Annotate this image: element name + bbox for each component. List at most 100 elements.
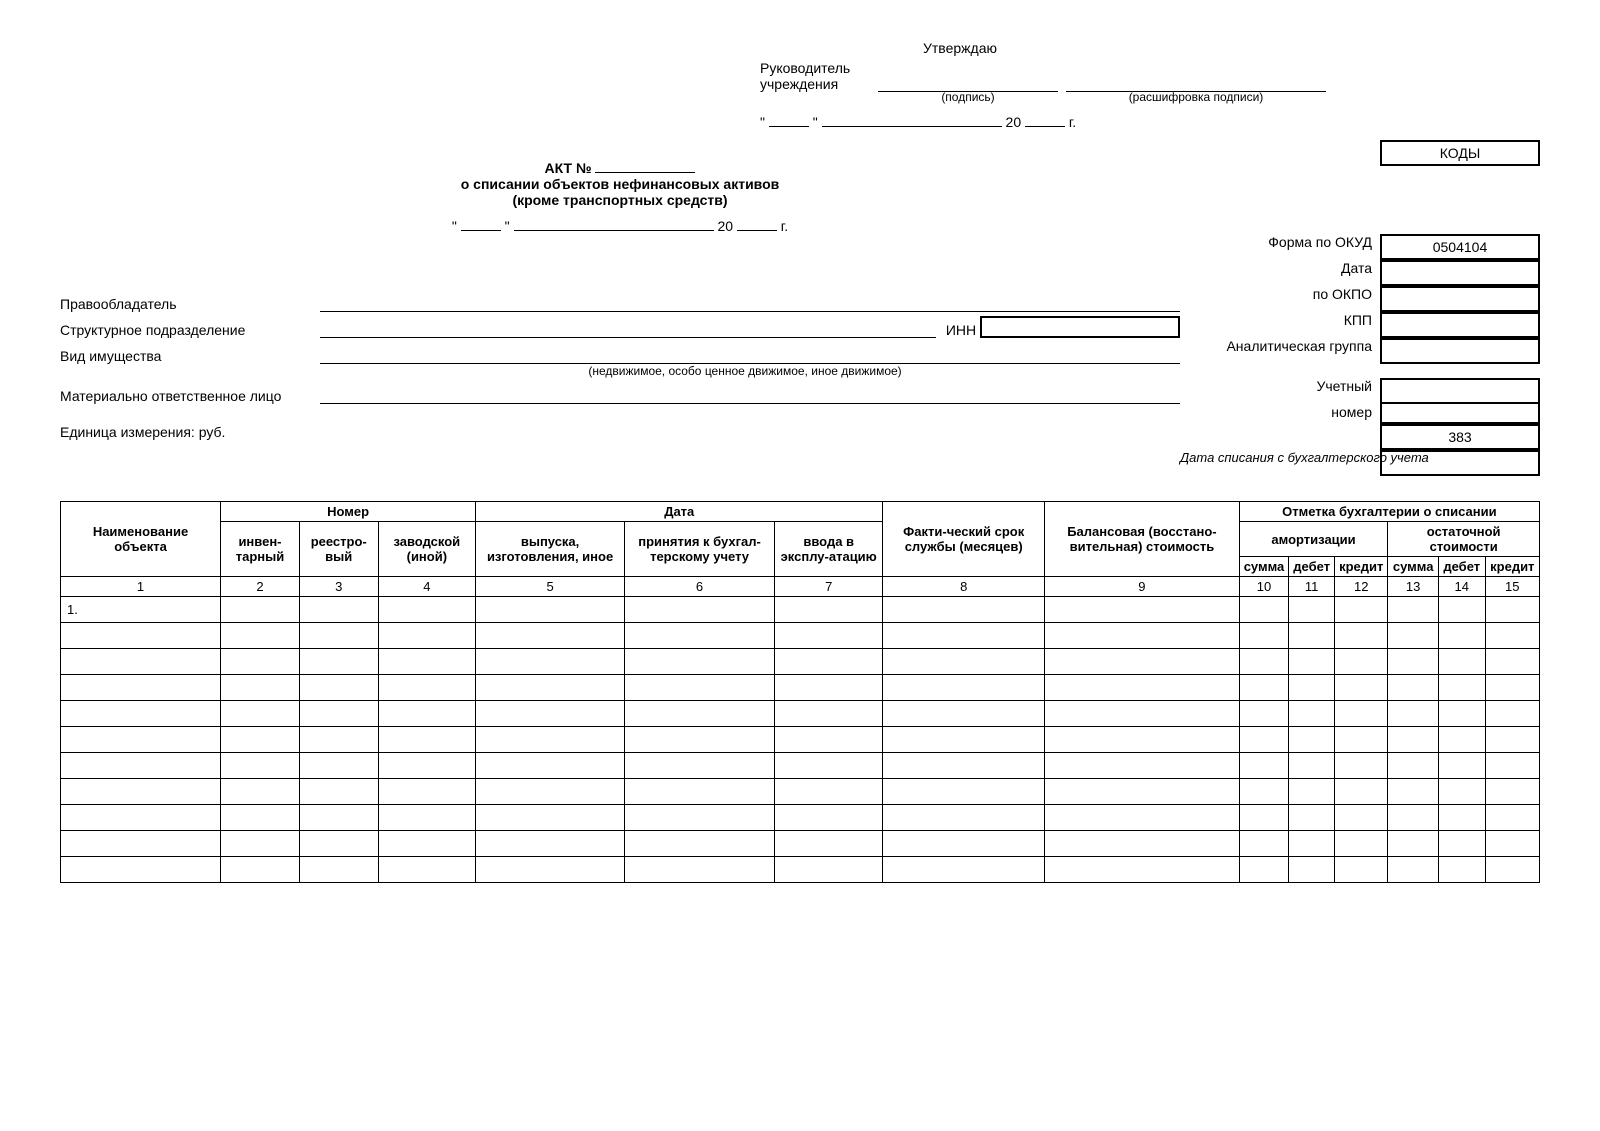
resp-person-field[interactable] (320, 384, 1180, 404)
table-cell[interactable] (1438, 805, 1485, 831)
table-cell[interactable] (1335, 779, 1388, 805)
table-cell[interactable] (624, 831, 774, 857)
table-cell[interactable] (624, 753, 774, 779)
table-cell[interactable] (883, 805, 1045, 831)
table-cell[interactable] (299, 805, 378, 831)
table-cell[interactable] (1239, 805, 1289, 831)
table-cell[interactable] (1335, 701, 1388, 727)
table-cell[interactable] (378, 597, 476, 623)
table-cell[interactable] (624, 779, 774, 805)
table-cell[interactable] (1045, 727, 1240, 753)
table-cell[interactable] (476, 779, 625, 805)
table-cell[interactable] (1289, 701, 1335, 727)
table-cell[interactable] (1485, 805, 1539, 831)
table-cell[interactable] (378, 701, 476, 727)
table-cell[interactable] (883, 675, 1045, 701)
table-cell[interactable] (1485, 753, 1539, 779)
table-cell[interactable] (883, 727, 1045, 753)
table-cell[interactable] (299, 701, 378, 727)
table-cell[interactable] (476, 831, 625, 857)
table-cell[interactable] (1289, 805, 1335, 831)
table-cell[interactable] (221, 727, 300, 753)
table-cell[interactable] (1388, 649, 1439, 675)
table-cell[interactable] (1335, 753, 1388, 779)
table-cell[interactable] (1239, 675, 1289, 701)
table-cell[interactable] (221, 831, 300, 857)
table-cell[interactable] (378, 623, 476, 649)
table-cell[interactable] (1289, 675, 1335, 701)
table-cell[interactable] (1335, 727, 1388, 753)
table-cell[interactable] (476, 597, 625, 623)
table-cell[interactable] (624, 597, 774, 623)
table-cell[interactable] (1438, 779, 1485, 805)
table-cell[interactable] (1485, 597, 1539, 623)
table-cell[interactable] (1438, 701, 1485, 727)
table-cell[interactable] (221, 675, 300, 701)
date-code-box[interactable] (1380, 260, 1540, 286)
table-cell[interactable] (61, 831, 221, 857)
table-cell[interactable] (61, 779, 221, 805)
table-cell[interactable] (1485, 701, 1539, 727)
table-cell[interactable] (1335, 675, 1388, 701)
table-cell[interactable] (1438, 857, 1485, 883)
table-cell[interactable] (775, 727, 883, 753)
table-cell[interactable] (1388, 831, 1439, 857)
table-cell[interactable] (476, 701, 625, 727)
uch-box1[interactable] (1380, 378, 1540, 404)
table-cell[interactable] (1388, 753, 1439, 779)
table-cell[interactable] (1239, 701, 1289, 727)
table-cell[interactable] (1045, 701, 1240, 727)
table-cell[interactable] (883, 649, 1045, 675)
table-cell[interactable] (1045, 623, 1240, 649)
table-cell[interactable] (883, 597, 1045, 623)
table-cell[interactable] (1438, 831, 1485, 857)
table-cell[interactable] (1335, 805, 1388, 831)
table-cell[interactable] (1438, 727, 1485, 753)
table-cell[interactable] (221, 779, 300, 805)
analyt-box[interactable] (1380, 338, 1540, 364)
table-cell[interactable] (378, 831, 476, 857)
table-cell[interactable] (1045, 597, 1240, 623)
table-cell[interactable] (61, 857, 221, 883)
table-cell[interactable] (775, 649, 883, 675)
day-field[interactable] (769, 109, 809, 127)
table-cell[interactable] (378, 857, 476, 883)
table-cell[interactable] (476, 649, 625, 675)
table-cell[interactable] (624, 649, 774, 675)
table-cell[interactable] (775, 597, 883, 623)
table-cell[interactable] (1289, 623, 1335, 649)
table-cell[interactable] (1438, 597, 1485, 623)
table-cell[interactable] (378, 727, 476, 753)
table-cell[interactable] (299, 623, 378, 649)
table-cell[interactable] (1239, 623, 1289, 649)
table-cell[interactable] (1485, 727, 1539, 753)
table-cell[interactable] (221, 701, 300, 727)
table-cell[interactable] (1239, 753, 1289, 779)
table-cell[interactable] (1485, 857, 1539, 883)
table-cell[interactable] (1335, 623, 1388, 649)
table-cell[interactable] (1289, 753, 1335, 779)
table-cell[interactable] (1438, 753, 1485, 779)
month-field[interactable] (822, 109, 1002, 127)
table-cell[interactable] (883, 701, 1045, 727)
subdiv-field[interactable] (320, 318, 936, 338)
table-cell[interactable] (299, 597, 378, 623)
table-cell[interactable] (1388, 857, 1439, 883)
table-cell[interactable] (476, 675, 625, 701)
table-cell[interactable] (775, 857, 883, 883)
table-cell[interactable] (299, 753, 378, 779)
table-cell[interactable] (624, 805, 774, 831)
year-field[interactable] (1025, 109, 1065, 127)
kpp-box[interactable] (1380, 312, 1540, 338)
table-cell[interactable] (1438, 649, 1485, 675)
table-cell[interactable] (1045, 779, 1240, 805)
table-cell[interactable] (1335, 649, 1388, 675)
table-cell[interactable] (775, 779, 883, 805)
table-cell[interactable] (775, 805, 883, 831)
table-cell[interactable] (1485, 649, 1539, 675)
table-cell[interactable] (61, 805, 221, 831)
table-cell[interactable] (883, 753, 1045, 779)
table-cell[interactable] (775, 623, 883, 649)
table-cell[interactable] (1289, 779, 1335, 805)
table-cell[interactable] (1239, 597, 1289, 623)
